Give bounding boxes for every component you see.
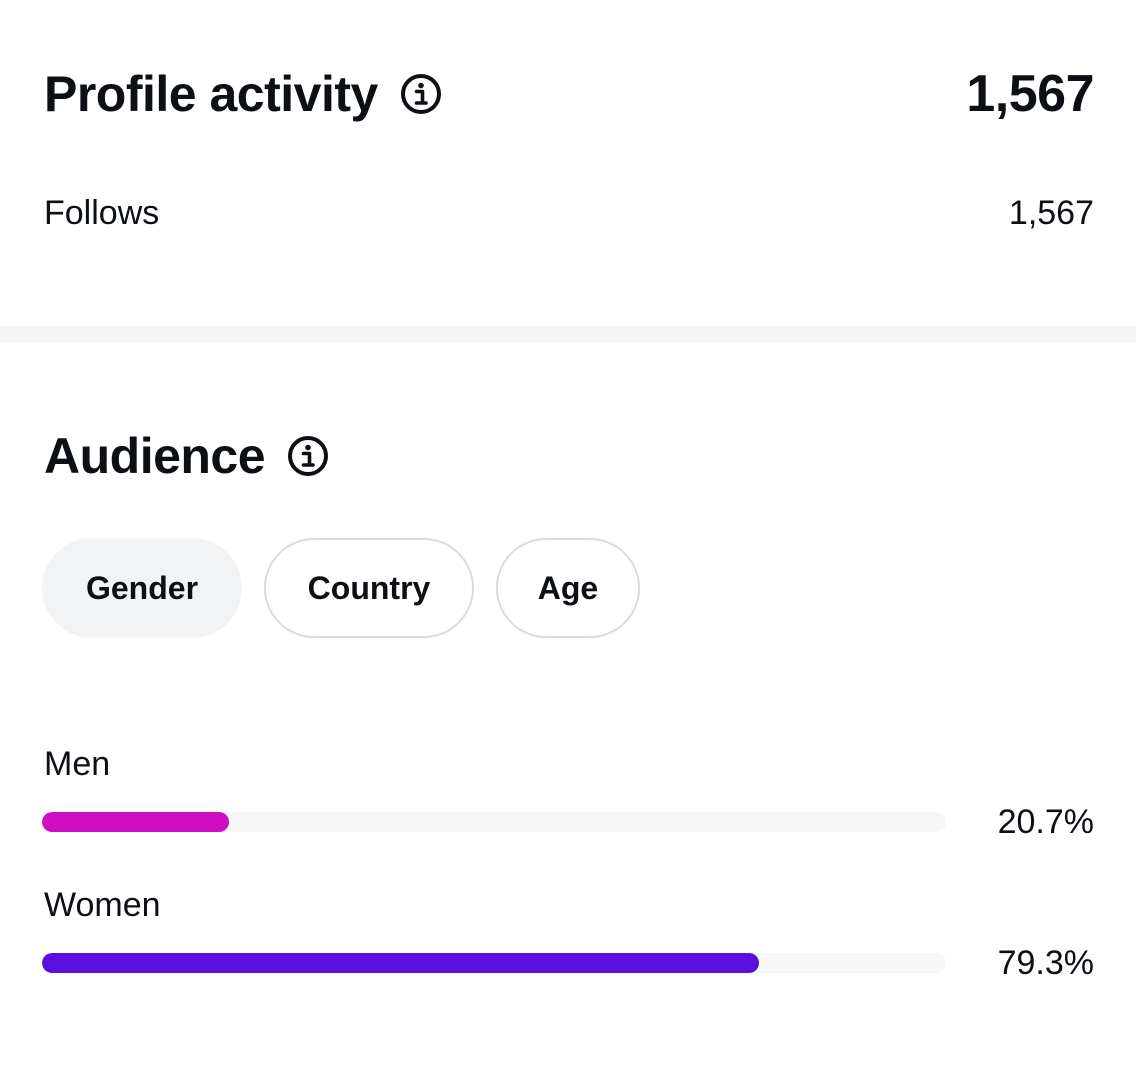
audience-title: Audience <box>44 428 266 484</box>
gender-row-men: Men 20.7% <box>42 742 1094 844</box>
info-icon[interactable] <box>287 435 329 477</box>
women-percent: 79.3% <box>997 944 1094 982</box>
follows-label: Follows <box>44 193 160 232</box>
profile-activity-header: Profile activity 1,567 <box>44 62 1094 126</box>
women-bar-fill <box>42 953 759 973</box>
men-bar-line: 20.7% <box>42 800 1094 844</box>
women-bar-track <box>42 953 946 973</box>
men-bar-fill <box>42 812 230 832</box>
tab-age[interactable]: Age <box>496 538 640 638</box>
audience-header: Audience <box>44 424 329 488</box>
audience-tabs: Gender Country Age <box>42 538 640 638</box>
tab-gender[interactable]: Gender <box>42 538 242 638</box>
profile-activity-section: Profile activity 1,567 Follows 1,567 <box>0 0 1136 326</box>
men-bar-track <box>42 812 946 832</box>
follows-value: 1,567 <box>1008 193 1094 232</box>
follows-row: Follows 1,567 <box>44 190 1094 236</box>
profile-activity-total: 1,567 <box>966 65 1094 123</box>
men-percent: 20.7% <box>997 803 1094 841</box>
info-icon[interactable] <box>400 73 442 115</box>
profile-activity-title: Profile activity <box>44 66 378 122</box>
women-label: Women <box>44 886 161 924</box>
gender-row-women: Women 79.3% <box>42 883 1094 985</box>
tab-country[interactable]: Country <box>264 538 474 638</box>
profile-activity-title-group: Profile activity <box>44 62 442 126</box>
section-divider <box>0 326 1136 342</box>
women-bar-line: 79.3% <box>42 941 1094 985</box>
men-label: Men <box>44 745 111 783</box>
